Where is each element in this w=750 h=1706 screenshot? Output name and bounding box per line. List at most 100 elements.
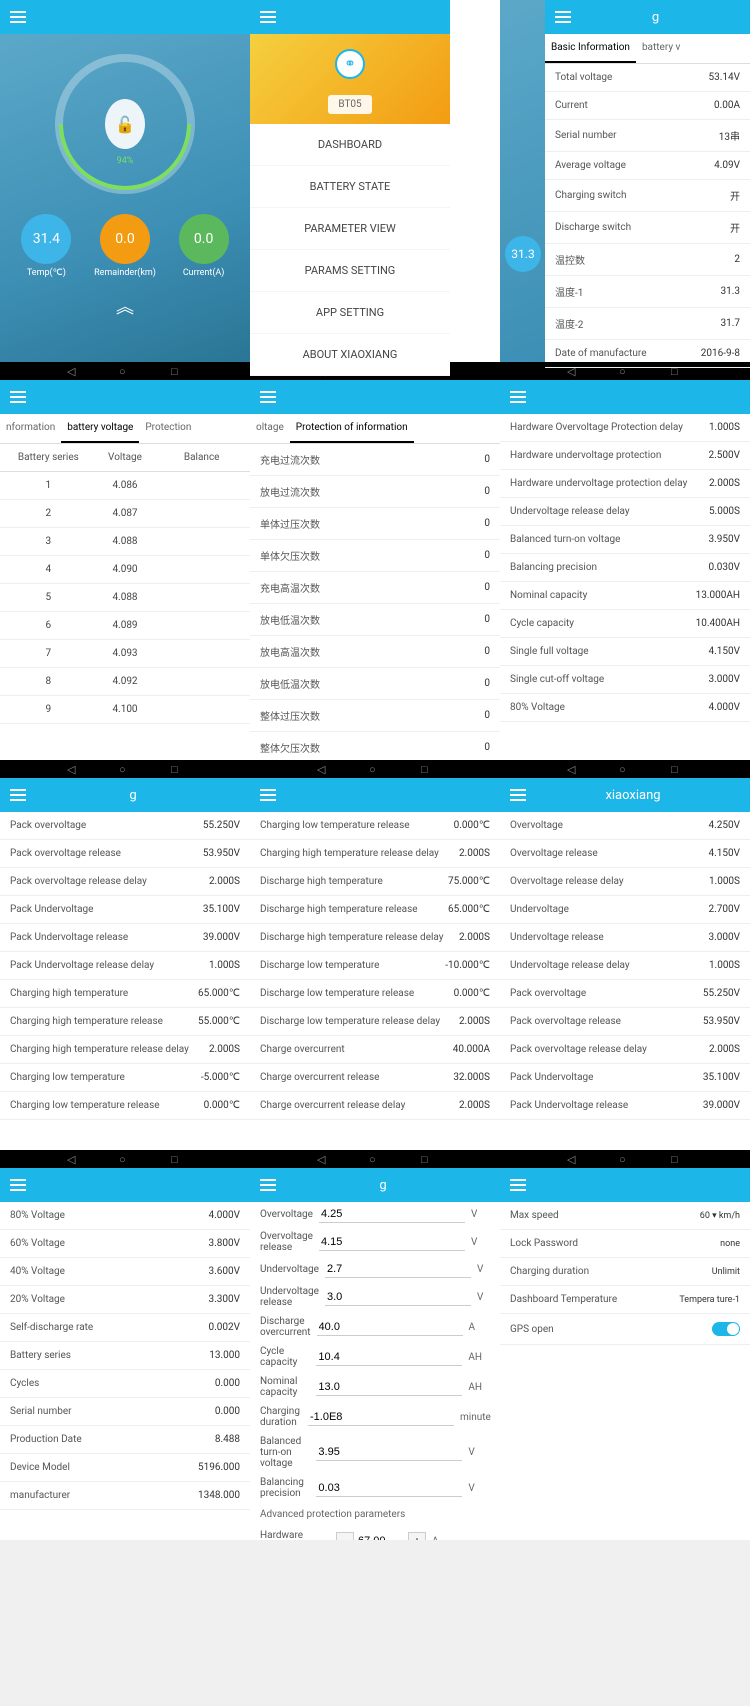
tab-voltage[interactable]: battery voltage [61, 414, 139, 443]
menu-icon[interactable] [260, 391, 276, 403]
plus-button[interactable]: + [408, 1532, 426, 1540]
param-input[interactable] [316, 1379, 462, 1396]
param-input[interactable] [325, 1261, 471, 1278]
input-row: Cycle capacityAH [250, 1342, 500, 1372]
input-row: Nominal capacityAH [250, 1372, 500, 1402]
title: xiaoxiang [526, 788, 740, 803]
data-row: Nominal capacity13.000AH [500, 582, 750, 610]
bt-badge[interactable]: BT05 [328, 95, 371, 114]
tab-voltage[interactable]: oltage [250, 414, 290, 443]
tabs: oltage Protection of information [250, 414, 500, 444]
data-row: Serial number0.000 [0, 1398, 250, 1426]
tab-basic[interactable]: Basic Information [545, 34, 636, 63]
input-row: Balancing precisionV [250, 1473, 500, 1503]
header: xiaoxiang [500, 778, 750, 812]
data-row: Cycles0.000 [0, 1370, 250, 1398]
data-row: Charging low temperature release0.000℃ [0, 1092, 250, 1120]
data-row: 20% Voltage3.300V [0, 1286, 250, 1314]
tab-protection[interactable]: Protection of information [290, 414, 414, 443]
menu-icon[interactable] [510, 391, 526, 403]
setting-row[interactable]: Lock Passwordnone [500, 1230, 750, 1258]
data-row: 温控数2 [545, 244, 750, 276]
current-label: Current(A) [179, 268, 229, 278]
data-row: Total voltage53.14V [545, 64, 750, 92]
data-row: Undervoltage release delay5.000S [500, 498, 750, 526]
data-row: Hardware undervoltage protection delay2.… [500, 470, 750, 498]
data-row: Production Date8.488 [0, 1426, 250, 1454]
data-row: Charging switch开 [545, 180, 750, 212]
menu-item[interactable]: ABOUT XIAOXIANG [250, 334, 450, 376]
data-row: Date of manufacture2016-9-8 [545, 340, 750, 368]
temp-label: Temp(℃) [21, 268, 71, 278]
menu-icon[interactable] [10, 391, 26, 403]
title: g [276, 1178, 490, 1193]
expand-icon[interactable]: ︽ [10, 293, 240, 319]
header [500, 380, 750, 414]
param-input[interactable] [319, 1234, 465, 1251]
tab-info[interactable]: nformation [0, 414, 61, 443]
basic-info-screen: 31.3 g Basic Information battery v Total… [500, 0, 750, 380]
setting-row[interactable]: Dashboard TemperatureTempera ture-1 [500, 1286, 750, 1314]
data-row: Current0.00A [545, 92, 750, 120]
param-input[interactable] [316, 1480, 462, 1497]
menu-icon[interactable] [260, 789, 276, 801]
data-row: Charge overcurrent40.000A [250, 1036, 500, 1064]
param-input[interactable] [308, 1409, 454, 1426]
menu-item[interactable]: PARAMS SETTING [250, 250, 450, 292]
data-row: Overvoltage release4.150V [500, 840, 750, 868]
menu-icon[interactable] [510, 1179, 526, 1191]
navbar: ◁○□ [500, 760, 750, 778]
minus-button[interactable]: - [336, 1532, 354, 1540]
data-row: Charging high temperature release delay2… [250, 840, 500, 868]
param-input[interactable] [316, 1349, 462, 1366]
menu-item[interactable]: APP SETTING [250, 292, 450, 334]
navbar: ◁○□ [250, 760, 500, 778]
param-input[interactable] [316, 1444, 462, 1461]
menu-icon[interactable] [555, 11, 571, 23]
gauge-percent: 94% [117, 156, 134, 166]
data-row: 60% Voltage3.800V [0, 1230, 250, 1258]
data-row: Discharge high temperature release delay… [250, 924, 500, 952]
setting-row[interactable]: Max speed60 ▾ km/h [500, 1202, 750, 1230]
stepper-input[interactable] [356, 1533, 406, 1541]
lock-icon[interactable]: 🔓 [105, 99, 145, 149]
data-row: Pack overvoltage release delay2.000S [500, 1036, 750, 1064]
data-row: Overvoltage release delay1.000S [500, 868, 750, 896]
menu-icon[interactable] [260, 11, 276, 23]
data-row: Discharge low temperature release delay2… [250, 1008, 500, 1036]
menu-icon[interactable] [10, 789, 26, 801]
table-row: 74.093 [0, 640, 250, 668]
tab-protection[interactable]: Protection [139, 414, 197, 443]
voltage-screen: nformation battery voltage Protection Ba… [0, 380, 250, 760]
data-row: Serial number13串 [545, 120, 750, 152]
data-row: Hardware undervoltage protection2.500V [500, 442, 750, 470]
data-row: 充电过流次数0 [250, 444, 500, 476]
menu-item[interactable]: DASHBOARD [250, 124, 450, 166]
menu-item[interactable]: BATTERY STATE [250, 166, 450, 208]
menu-item[interactable]: PARAMETER VIEW [250, 208, 450, 250]
temp-value: 31.4 [21, 214, 71, 264]
navbar: ◁○□ [500, 1150, 750, 1168]
menu-screen: ⚭ BT05 DASHBOARDBATTERY STATEPARAMETER V… [250, 0, 500, 380]
menu-icon[interactable] [10, 11, 26, 23]
data-row: manufacturer1348.000 [0, 1482, 250, 1510]
data-row: Balanced turn-on voltage3.950V [500, 526, 750, 554]
param-input[interactable] [317, 1319, 463, 1336]
navbar: ◁○□ [0, 362, 250, 380]
menu-icon[interactable] [260, 1179, 276, 1191]
menu-icon[interactable] [510, 789, 526, 801]
table-row: 14.086 [0, 472, 250, 500]
setting-row[interactable]: Charging durationUnlimit [500, 1258, 750, 1286]
param-input[interactable] [325, 1289, 471, 1306]
data-row: Average voltage4.09V [545, 152, 750, 180]
data-row: Discharge high temperature release65.000… [250, 896, 500, 924]
stepper-row: Hardware overcurrent-+A [250, 1526, 500, 1540]
tabs: Basic Information battery v [545, 34, 750, 64]
tab-voltage[interactable]: battery v [636, 34, 686, 63]
param-input[interactable] [319, 1206, 465, 1223]
gps-toggle[interactable] [712, 1322, 740, 1336]
data-row: Undervoltage release delay1.000S [500, 952, 750, 980]
navbar: ◁○□ [250, 1150, 500, 1168]
title: g [571, 10, 740, 25]
menu-icon[interactable] [10, 1179, 26, 1191]
